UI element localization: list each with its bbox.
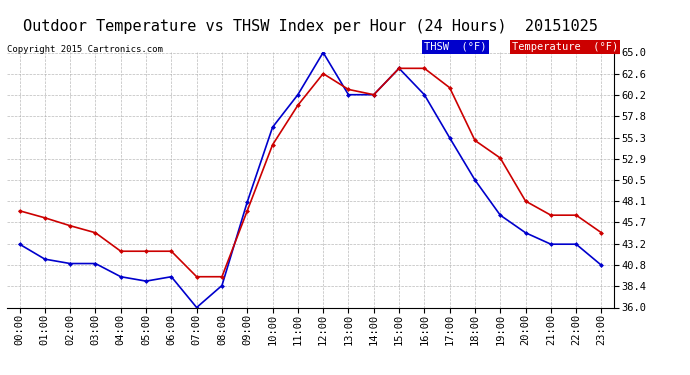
Text: Temperature  (°F): Temperature (°F) — [512, 42, 618, 52]
Text: Copyright 2015 Cartronics.com: Copyright 2015 Cartronics.com — [7, 45, 163, 54]
Text: THSW  (°F): THSW (°F) — [424, 42, 487, 52]
Text: Outdoor Temperature vs THSW Index per Hour (24 Hours)  20151025: Outdoor Temperature vs THSW Index per Ho… — [23, 19, 598, 34]
